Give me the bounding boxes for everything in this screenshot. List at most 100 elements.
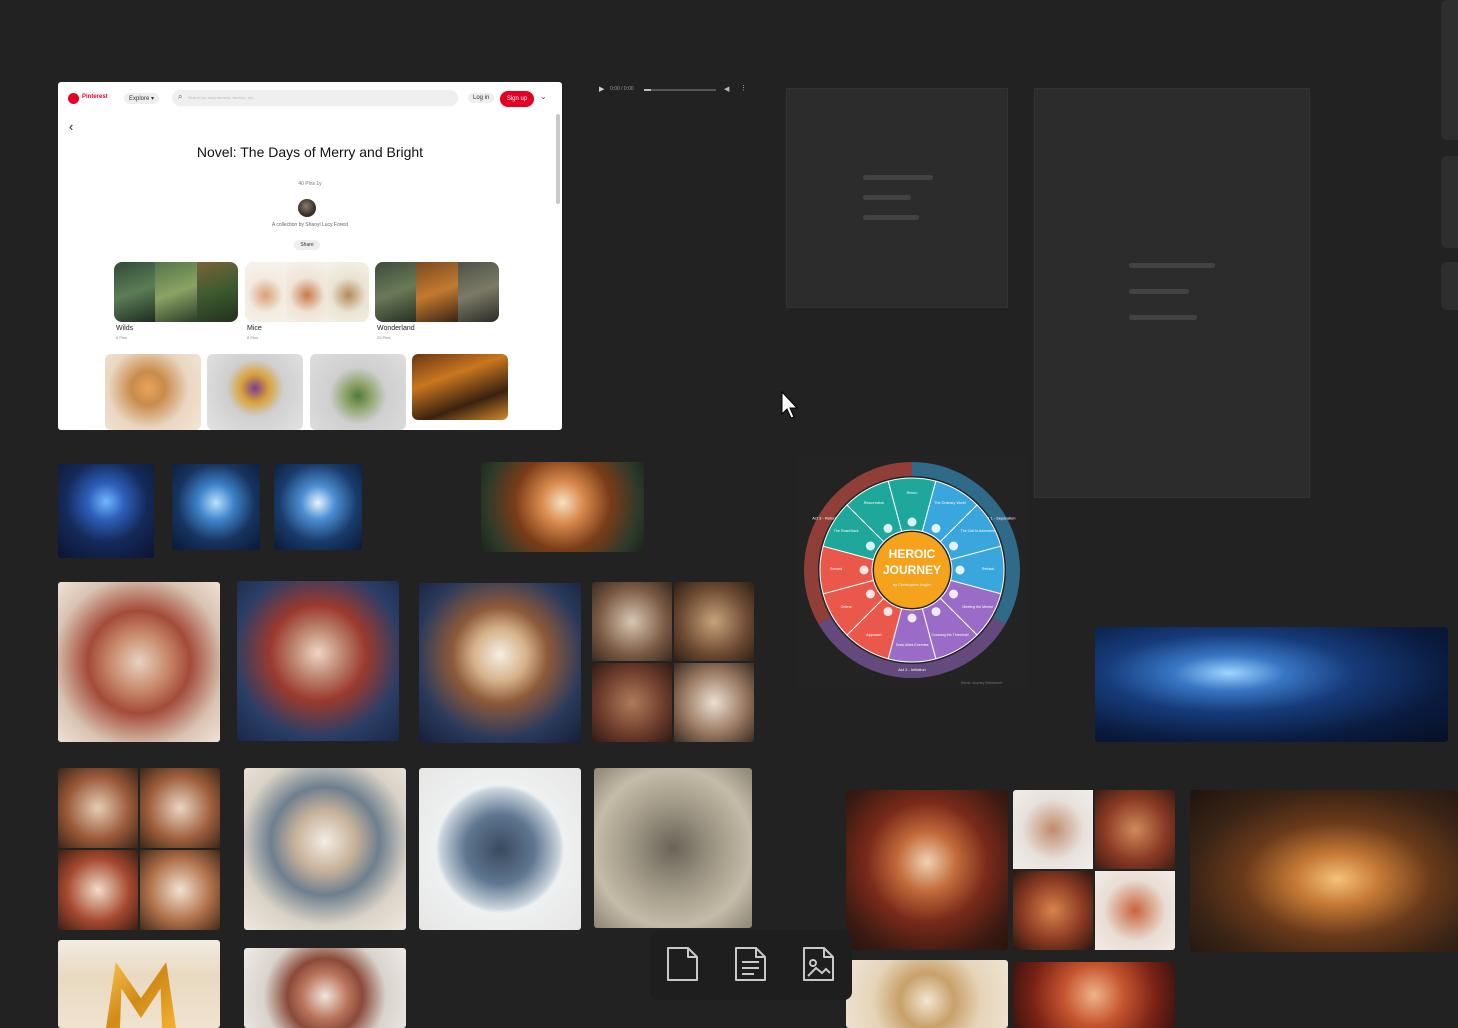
image-tile-snowy-owl[interactable] xyxy=(419,583,581,743)
image-tile-white-deer[interactable] xyxy=(846,960,1008,1028)
document-placeholder[interactable] xyxy=(786,88,1008,308)
image-tile-mouse-grid[interactable] xyxy=(58,768,220,930)
heroic-journey-wheel[interactable]: Act 1 - Separation Act 2 - Initiation Act … xyxy=(796,456,1028,688)
search-icon: ⌕ xyxy=(178,92,183,101)
text-line-placeholder xyxy=(863,195,911,200)
pin-image[interactable] xyxy=(412,354,508,420)
wheel-step-dot xyxy=(907,517,917,527)
image-tile-mouse-lantern[interactable] xyxy=(481,462,644,552)
wheel-act-label: Act 3 - Return xyxy=(812,516,837,521)
media-progress[interactable] xyxy=(644,89,716,91)
side-panel-tab[interactable] xyxy=(1441,156,1458,248)
wheel-segment-label: The Call to Adventure xyxy=(961,529,996,533)
image-tile-owl-circle[interactable] xyxy=(419,768,581,930)
pin-image[interactable] xyxy=(310,354,406,430)
pin-image[interactable] xyxy=(105,354,201,430)
back-arrow-icon[interactable]: ‹ xyxy=(69,119,74,134)
search-input[interactable]: ⌕ Search for easy dinners, fashion, etc. xyxy=(172,90,458,106)
image-tile-mouse-parade[interactable] xyxy=(58,582,220,742)
wheel-act-ring xyxy=(804,462,912,624)
pin-image[interactable] xyxy=(207,354,303,430)
more-options-icon[interactable]: ⋮ xyxy=(740,85,747,92)
grid-image xyxy=(674,663,754,742)
grid-image xyxy=(58,768,138,848)
avatar[interactable] xyxy=(298,199,316,217)
login-button[interactable]: Log in xyxy=(468,93,495,103)
image-tile-owl-grid[interactable] xyxy=(592,582,754,742)
wheel-step-dot xyxy=(883,607,893,617)
image-tile-blue-spirit[interactable] xyxy=(274,464,362,550)
image-tile-fantasy-map[interactable] xyxy=(594,768,752,928)
wheel-step-dot xyxy=(865,589,875,599)
image-tile-blue-spirit[interactable] xyxy=(172,464,260,550)
explore-button[interactable]: Explore ▾ xyxy=(124,93,160,104)
wheel-segment-label: Refusal xyxy=(982,567,994,571)
wheel-segment-label: Reward xyxy=(830,567,842,571)
play-icon[interactable]: ▶ xyxy=(599,86,605,93)
grid-image xyxy=(140,850,220,930)
image-tile-golden-letter[interactable] xyxy=(58,940,220,1028)
board-wilds[interactable] xyxy=(114,262,238,322)
wheel-step-dot xyxy=(949,589,959,599)
board-label: Wilds xyxy=(116,325,134,332)
search-placeholder: Search for easy dinners, fashion, etc. xyxy=(188,95,255,100)
wheel-step-dot xyxy=(931,523,941,533)
scrollbar[interactable] xyxy=(556,114,560,204)
wheel-footer: Heroic Journey Worksheet xyxy=(961,681,1002,685)
wheel-step-dot xyxy=(865,541,875,551)
signup-button[interactable]: Sign up xyxy=(500,91,534,107)
image-tile-deer-warrior[interactable] xyxy=(846,790,1008,950)
blank-document-button[interactable] xyxy=(660,942,704,986)
wheel-segment-label: Crossing the Threshold xyxy=(931,633,968,637)
side-panel-tab[interactable] xyxy=(1441,0,1458,140)
wheel-segment-label: Return xyxy=(907,491,918,495)
board-subtitle: 40 Pins 1y xyxy=(298,181,322,187)
text-line-placeholder xyxy=(1129,289,1189,294)
share-button[interactable]: Share xyxy=(294,240,320,250)
image-tile-blue-spirit[interactable] xyxy=(58,464,154,558)
grid-image xyxy=(58,850,138,930)
image-document-icon xyxy=(803,947,834,981)
grid-image xyxy=(592,663,672,742)
side-panel-tab[interactable] xyxy=(1441,262,1458,310)
text-document-button[interactable] xyxy=(728,942,772,986)
wheel-act-label: Act 1 - Separation xyxy=(983,516,1015,521)
board-count: 20 Pins xyxy=(377,335,391,340)
board-wonderland[interactable] xyxy=(375,262,499,322)
wheel-center-title: HEROIC xyxy=(889,547,936,561)
collaborator-text: A collection by Shaoyi Lucy Forest xyxy=(271,222,349,228)
grid-image xyxy=(1013,790,1093,869)
media-player[interactable]: ▶ 0:00 / 0:00 ◀ ⋮ xyxy=(594,84,754,96)
image-tile-deer-grid[interactable] xyxy=(1013,790,1175,950)
insert-toolbar xyxy=(650,930,852,1000)
image-tile-blue-cave[interactable] xyxy=(1095,627,1448,742)
wheel-segment-label: Resurrection xyxy=(864,501,884,505)
volume-icon[interactable]: ◀ xyxy=(724,86,730,93)
wheel-step-dot xyxy=(859,565,869,575)
media-time: 0:00 / 0:00 xyxy=(610,86,634,92)
grid-image xyxy=(140,768,220,848)
pinterest-header: Pinterest Explore ▾ ⌕ Search for easy di… xyxy=(58,82,562,114)
wheel-center-title: JOURNEY xyxy=(883,563,941,577)
image-document-button[interactable] xyxy=(796,942,840,986)
image-tile-owl-watercolor[interactable] xyxy=(244,768,406,930)
image-tile-owl-feathers[interactable] xyxy=(244,948,406,1028)
board-count: 8 Pins xyxy=(247,335,259,340)
pinterest-board-screenshot[interactable]: Pinterest Explore ▾ ⌕ Search for easy di… xyxy=(58,82,562,430)
pinterest-brand: Pinterest xyxy=(82,94,108,100)
board-mice[interactable] xyxy=(245,262,369,322)
wheel-step-dot xyxy=(907,613,917,623)
board-label: Wonderland xyxy=(377,325,415,332)
wheel-segment-label: Ordeal xyxy=(841,605,852,609)
board-title: Novel: The Days of Merry and Bright xyxy=(196,144,424,160)
chevron-down-icon[interactable]: ⌄ xyxy=(540,92,547,101)
wheel-step-dot xyxy=(949,541,959,551)
image-tile-cozy-interior[interactable] xyxy=(1190,790,1458,952)
wheel-segment-label: Meeting the Mentor xyxy=(962,605,994,609)
image-tile-mouse-captain[interactable] xyxy=(237,581,399,741)
image-tile-red-phoenix[interactable] xyxy=(1013,962,1175,1028)
wheel-step-dot xyxy=(931,607,941,617)
text-line-placeholder xyxy=(863,215,919,220)
document-placeholder[interactable] xyxy=(1034,88,1310,498)
wheel-segment-label: The Road Back xyxy=(834,529,859,533)
